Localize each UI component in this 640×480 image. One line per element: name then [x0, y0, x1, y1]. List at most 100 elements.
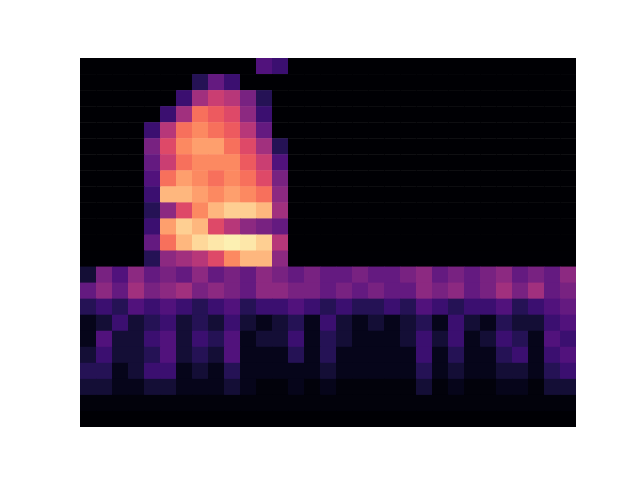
heatmap-cell [224, 234, 241, 251]
heatmap-cell [224, 315, 241, 332]
heatmap-cell [544, 299, 561, 316]
heatmap-cell [544, 90, 561, 107]
heatmap-cell [272, 122, 289, 139]
heatmap-cell [192, 234, 209, 251]
heatmap-cell [560, 395, 576, 412]
heatmap-cell [160, 283, 177, 300]
heatmap-cell [544, 315, 561, 332]
heatmap-cell [256, 315, 273, 332]
heatmap-cell [512, 170, 529, 187]
heatmap-cell [288, 267, 305, 284]
heatmap-cell [256, 106, 273, 123]
heatmap-cell [400, 299, 417, 316]
heatmap-cell [192, 411, 209, 427]
heatmap-cell [288, 106, 305, 123]
heatmap-cell [256, 331, 273, 348]
heatmap-cell [192, 122, 209, 139]
heatmap-cell [320, 331, 337, 348]
heatmap-cell [512, 154, 529, 171]
heatmap-cell [480, 154, 497, 171]
heatmap-cell [192, 331, 209, 348]
heatmap-cell [416, 138, 433, 155]
heatmap-cell [128, 347, 145, 364]
heatmap-cell [192, 218, 209, 235]
heatmap-cell [560, 299, 576, 316]
heatmap-cell [560, 202, 576, 219]
heatmap-cell [128, 186, 145, 203]
heatmap-cell [400, 90, 417, 107]
heatmap-cell [224, 122, 241, 139]
heatmap-cell [192, 138, 209, 155]
heatmap-cell [448, 122, 465, 139]
heatmap-cell [368, 170, 385, 187]
heatmap-cell [336, 202, 353, 219]
heatmap-cell [560, 106, 576, 123]
heatmap-cell [112, 315, 129, 332]
heatmap-cell [288, 218, 305, 235]
heatmap-cell [128, 379, 145, 396]
heatmap-cell [432, 138, 449, 155]
heatmap-cell [160, 347, 177, 364]
heatmap-cell [160, 331, 177, 348]
heatmap-cell [432, 90, 449, 107]
heatmap-cell [240, 170, 257, 187]
heatmap-cell [560, 331, 576, 348]
heatmap-cell [320, 138, 337, 155]
heatmap-cell [240, 122, 257, 139]
heatmap-cell [560, 283, 576, 300]
heatmap-cell [288, 186, 305, 203]
heatmap-cell [128, 251, 145, 268]
heatmap-cell [368, 283, 385, 300]
heatmap-cell [528, 363, 545, 380]
heatmap-cell [544, 154, 561, 171]
heatmap-cell [80, 283, 97, 300]
heatmap-cell [416, 379, 433, 396]
heatmap-cell [368, 154, 385, 171]
heatmap-cell [176, 138, 193, 155]
heatmap-cell [528, 283, 545, 300]
heatmap-cell [288, 411, 305, 427]
heatmap-cell [496, 186, 513, 203]
heatmap-cell [416, 234, 433, 251]
heatmap-cell [240, 218, 257, 235]
heatmap-cell [384, 347, 401, 364]
heatmap-cell [128, 74, 145, 91]
heatmap-cell [304, 218, 321, 235]
heatmap-cell [384, 283, 401, 300]
heatmap-cell [256, 363, 273, 380]
heatmap-cell [352, 315, 369, 332]
heatmap-cell [352, 395, 369, 412]
heatmap-cell [272, 186, 289, 203]
heatmap-cell [176, 90, 193, 107]
heatmap-cell [496, 170, 513, 187]
heatmap-cell [128, 283, 145, 300]
heatmap-cell [464, 218, 481, 235]
heatmap-cell [496, 154, 513, 171]
heatmap-cell [432, 267, 449, 284]
heatmap-cell [464, 251, 481, 268]
heatmap-cell [480, 138, 497, 155]
heatmap-cell [128, 138, 145, 155]
heatmap-cell [560, 122, 576, 139]
heatmap-cell [480, 363, 497, 380]
heatmap-cell [208, 363, 225, 380]
heatmap-cell [288, 138, 305, 155]
heatmap-cell [256, 411, 273, 427]
heatmap-cell [560, 411, 576, 427]
heatmap-cell [544, 363, 561, 380]
heatmap-cell [192, 202, 209, 219]
heatmap-cell [160, 186, 177, 203]
heatmap-cell [432, 74, 449, 91]
heatmap-cell [416, 347, 433, 364]
heatmap-cell [240, 106, 257, 123]
heatmap-cell [464, 283, 481, 300]
heatmap-cell [368, 218, 385, 235]
heatmap-cell [240, 299, 257, 316]
heatmap-cell [336, 154, 353, 171]
heatmap-cell [384, 58, 401, 75]
heatmap-cell [336, 186, 353, 203]
heatmap-cell [288, 395, 305, 412]
heatmap-cell [400, 363, 417, 380]
heatmap-cell [448, 267, 465, 284]
heatmap-cell [480, 202, 497, 219]
